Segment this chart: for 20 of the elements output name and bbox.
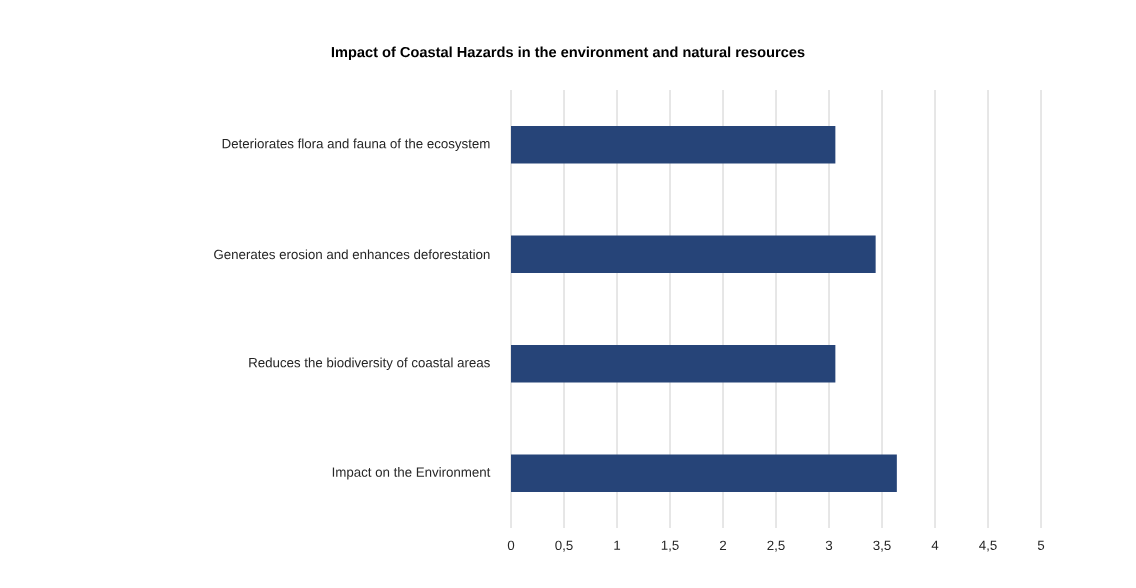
y-tick-label: Reduces the biodiversity of coastal areas [249, 357, 490, 370]
x-tick-label: 2,5 [767, 540, 785, 552]
bar [511, 126, 836, 164]
x-tick-label: 4,5 [979, 540, 997, 552]
x-tick-label: 3,5 [873, 540, 891, 552]
x-tick-label: 5 [1037, 540, 1045, 550]
bar [511, 345, 836, 383]
y-tick-label: Impact on the Environment [332, 467, 491, 480]
y-tick-label: Generates erosion and enhances deforestation [214, 249, 490, 260]
x-tick-label: 2 [719, 540, 727, 550]
chart-title: Impact of Coastal Hazards in the environment and natural resources [331, 46, 805, 61]
x-tick-label: 0 [507, 540, 515, 551]
x-tick-label: 1,5 [661, 540, 679, 552]
bar [511, 235, 876, 273]
x-tick-label: 0,5 [555, 540, 573, 552]
x-tick-label: 4 [931, 540, 939, 550]
x-tick-label: 3 [825, 540, 833, 551]
bar [511, 454, 897, 492]
y-tick-label: Deteriorates flora and fauna of the ecosystem [222, 138, 490, 151]
x-tick-label: 1 [614, 540, 621, 550]
